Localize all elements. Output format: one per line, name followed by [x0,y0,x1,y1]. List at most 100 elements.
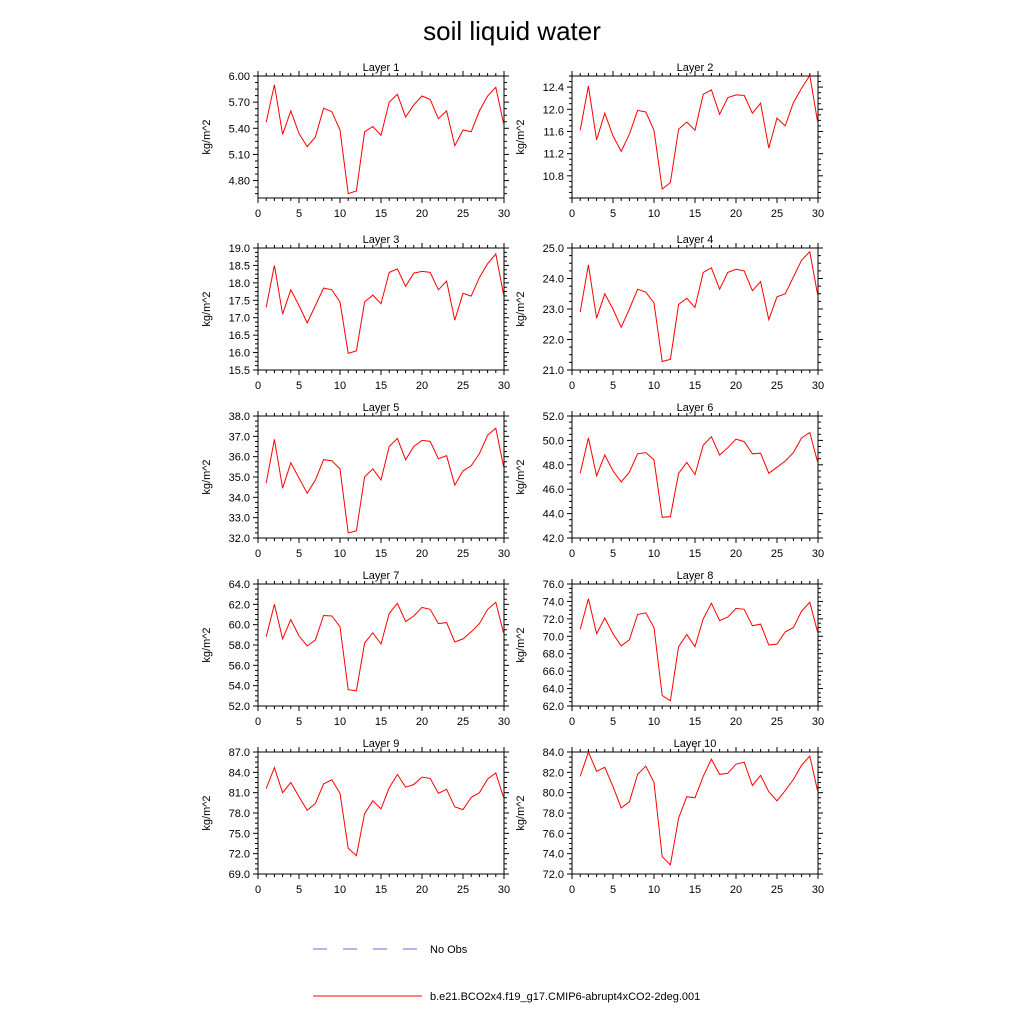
x-tick-label: 20 [416,716,428,728]
y-axis-label: kg/m^2 [515,119,527,154]
y-tick-label: 5.10 [229,149,250,161]
x-tick-label: 0 [569,208,575,220]
x-tick-label: 30 [498,380,510,392]
y-axis-label: kg/m^2 [515,795,527,830]
x-tick-label: 0 [569,548,575,560]
panel-layer-1: Layer 1 0 5 10 15 20 25 30 4.80 5.10 5.40 5.70 6.00 k… [201,62,510,220]
plot-frame [571,415,819,539]
y-tick-label: 70.0 [543,631,564,643]
x-tick-label: 5 [610,884,616,896]
y-tick-label: 48.0 [543,460,564,472]
panel-layer-9: Layer 9 0 5 10 15 20 25 30 69.0 72.0 75.0 78.0 81.0 8… [201,738,510,896]
y-axis-label: kg/m^2 [515,627,527,662]
y-tick-label: 34.0 [229,492,250,504]
plot-frame [257,583,505,707]
y-tick-label: 17.5 [229,295,250,307]
y-tick-label: 4.80 [229,176,250,188]
panel-title: Layer 7 [363,570,400,582]
panel-layer-5: Layer 5 0 5 10 15 20 25 30 32.0 33.0 34.0 35.0 36.0 3… [201,402,510,560]
x-tick-label: 15 [375,884,387,896]
y-tick-label: 17.0 [229,313,250,325]
y-tick-label: 62.0 [229,599,250,611]
y-tick-label: 23.0 [543,304,564,316]
y-tick-label: 72.0 [543,614,564,626]
y-tick-label: 16.5 [229,330,250,342]
x-tick-label: 30 [812,548,824,560]
plot-frame [257,75,505,199]
y-tick-label: 78.0 [229,808,250,820]
x-tick-label: 0 [255,716,261,728]
panel-title: Layer 3 [363,234,400,246]
x-tick-label: 30 [498,884,510,896]
panel-layer-4: Layer 4 0 5 10 15 20 25 30 21.0 22.0 23.0 24.0 25.0 k… [515,234,824,392]
y-tick-label: 6.00 [229,71,250,83]
x-tick-label: 10 [648,380,660,392]
series-line [265,427,504,534]
series-line [579,431,818,518]
y-tick-label: 84.0 [543,747,564,759]
y-tick-label: 84.0 [229,767,250,779]
plot-frame [257,751,505,875]
x-tick-label: 10 [334,884,346,896]
series-line [265,601,504,692]
panel-title: Layer 9 [363,738,400,750]
x-tick-label: 0 [569,884,575,896]
y-axis-label: kg/m^2 [201,291,213,326]
panel-title: Layer 6 [677,402,714,414]
y-tick-label: 58.0 [229,640,250,652]
x-tick-label: 25 [457,548,469,560]
y-tick-label: 5.70 [229,97,250,109]
legend-obs-label: No Obs [430,944,468,956]
y-tick-label: 68.0 [543,649,564,661]
y-tick-label: 54.0 [229,681,250,693]
y-tick-label: 35.0 [229,472,250,484]
y-tick-label: 46.0 [543,484,564,496]
y-tick-label: 76.0 [543,828,564,840]
y-axis-label: kg/m^2 [201,795,213,830]
x-tick-label: 30 [812,208,824,220]
x-tick-label: 25 [771,716,783,728]
plot-frame [571,751,819,875]
x-tick-label: 25 [457,716,469,728]
y-tick-label: 75.0 [229,828,250,840]
series-line [265,84,504,195]
panel-title: Layer 2 [677,62,714,74]
legend: No Obs b.e21.BCO2x4.f19_g17.CMIP6-abrupt… [313,944,700,1003]
x-tick-label: 15 [375,548,387,560]
plot-frame [257,247,505,371]
x-tick-label: 15 [375,716,387,728]
x-tick-label: 25 [771,884,783,896]
x-tick-label: 5 [296,716,302,728]
x-tick-label: 10 [648,716,660,728]
x-tick-label: 5 [610,380,616,392]
plot-frame [257,415,505,539]
x-tick-label: 25 [771,380,783,392]
x-tick-label: 30 [498,716,510,728]
y-tick-label: 16.0 [229,348,250,360]
x-tick-label: 0 [569,380,575,392]
x-tick-label: 20 [730,208,742,220]
y-tick-label: 10.8 [543,171,564,183]
y-tick-label: 19.0 [229,243,250,255]
y-tick-label: 5.40 [229,123,250,135]
y-axis-label: kg/m^2 [201,119,213,154]
y-tick-label: 72.0 [543,869,564,881]
x-tick-label: 20 [416,208,428,220]
x-tick-label: 5 [610,548,616,560]
x-tick-label: 30 [498,208,510,220]
y-tick-label: 18.5 [229,260,250,272]
x-tick-label: 20 [730,380,742,392]
y-tick-label: 12.4 [543,82,564,94]
y-tick-label: 33.0 [229,513,250,525]
x-tick-label: 25 [457,380,469,392]
y-tick-label: 37.0 [229,431,250,443]
x-tick-label: 30 [498,548,510,560]
x-tick-label: 5 [296,884,302,896]
x-tick-label: 20 [730,548,742,560]
y-axis-label: kg/m^2 [515,291,527,326]
x-tick-label: 20 [416,380,428,392]
x-tick-label: 30 [812,716,824,728]
panel-layer-2: Layer 2 0 5 10 15 20 25 30 10.8 11.2 11.6 12.0 12.4 k… [515,62,824,220]
x-tick-label: 0 [255,884,261,896]
